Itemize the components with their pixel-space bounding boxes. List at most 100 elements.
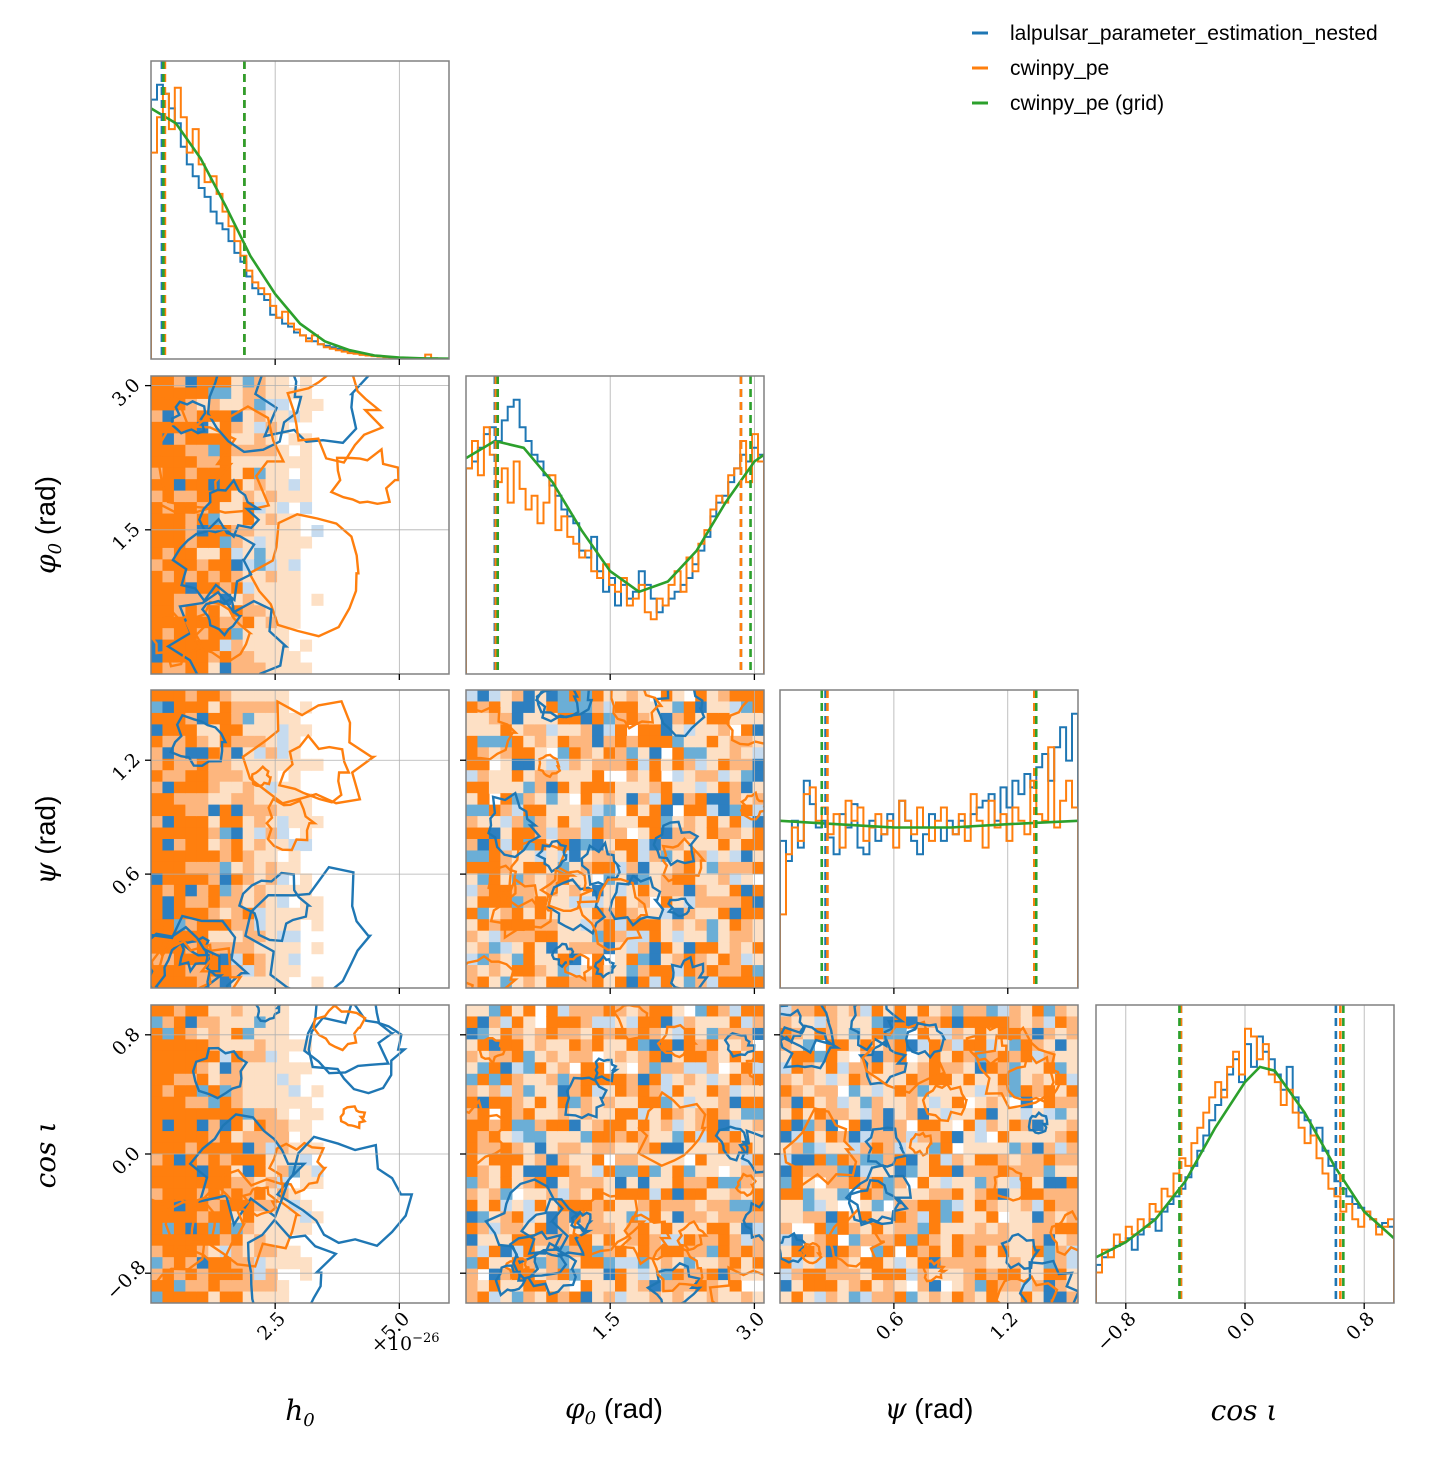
- density-cell: [929, 1188, 942, 1201]
- density-cell: [466, 1234, 479, 1247]
- density-cell: [162, 536, 175, 549]
- density-cell: [1020, 1131, 1033, 1144]
- density-cell: [511, 1119, 524, 1132]
- density-cell: [615, 701, 628, 714]
- density-cell: [883, 1142, 896, 1155]
- density-cell: [173, 456, 186, 469]
- density-cell: [963, 1291, 976, 1303]
- density-cell: [488, 690, 501, 703]
- density-cell: [277, 976, 290, 988]
- density-cell: [963, 1142, 976, 1155]
- density-cell: [814, 1234, 827, 1247]
- density-cell: [242, 942, 255, 955]
- density-cell: [311, 816, 324, 829]
- density-cell: [300, 467, 313, 480]
- density-cell: [791, 1199, 804, 1212]
- density-cell: [466, 1211, 479, 1224]
- density-cell: [580, 976, 593, 988]
- density-cell: [706, 1027, 719, 1040]
- density-cell: [208, 907, 221, 920]
- density-cell: [569, 1176, 582, 1189]
- density-cell: [974, 1245, 987, 1258]
- density-cell: [511, 919, 524, 932]
- density-cell: [649, 1119, 662, 1132]
- density-cell: [883, 1280, 896, 1293]
- density-cell: [603, 804, 616, 817]
- density-cell: [1020, 1154, 1033, 1167]
- density-cell: [523, 735, 536, 748]
- density-cell: [1009, 1085, 1022, 1098]
- density-cell: [151, 976, 164, 988]
- density-cell: [231, 433, 244, 446]
- density-cell: [477, 793, 490, 806]
- density-cell: [695, 793, 708, 806]
- density-cell: [706, 1245, 719, 1258]
- density-cell: [477, 873, 490, 886]
- density-cell: [208, 1062, 221, 1075]
- density-cell: [825, 1073, 838, 1086]
- density-cell: [151, 421, 164, 434]
- density-cell: [265, 1096, 278, 1109]
- density-cell: [466, 1005, 479, 1018]
- density-cell: [151, 456, 164, 469]
- density-cell: [951, 1073, 964, 1086]
- density-cell: [718, 1005, 731, 1018]
- density-cell: [151, 712, 164, 725]
- density-cell: [940, 1245, 953, 1258]
- density-cell: [860, 1291, 873, 1303]
- density-cell: [196, 735, 209, 748]
- density-cell: [718, 827, 731, 840]
- density-cell: [741, 850, 754, 863]
- density-cell: [511, 1005, 524, 1018]
- density-cell: [311, 1085, 324, 1098]
- density-cell: [569, 1039, 582, 1052]
- contour-line: [576, 877, 649, 952]
- density-cell: [1055, 1234, 1068, 1247]
- density-cell: [871, 1131, 884, 1144]
- density-cell: [500, 701, 513, 714]
- density-cell: [265, 479, 278, 492]
- density-cell: [277, 804, 290, 817]
- density-cell: [231, 1096, 244, 1109]
- density-cell: [254, 1188, 267, 1201]
- density-cell: [883, 1154, 896, 1167]
- density-cell: [173, 1096, 186, 1109]
- density-cell: [741, 1291, 754, 1303]
- contour-line: [849, 1005, 906, 1052]
- density-cell: [1032, 1005, 1045, 1018]
- density-cell: [741, 839, 754, 852]
- density-cell: [580, 1119, 593, 1132]
- density-cell: [242, 1222, 255, 1235]
- contour-line: [973, 1025, 1056, 1110]
- density-cell: [649, 1176, 662, 1189]
- density-cell: [151, 1027, 164, 1040]
- density-cell: [695, 1176, 708, 1189]
- density-cell: [974, 1016, 987, 1029]
- density-cell: [288, 816, 301, 829]
- density-cell: [603, 793, 616, 806]
- density-cell: [741, 1257, 754, 1270]
- density-cell: [837, 1039, 850, 1052]
- density-cell: [1066, 1234, 1078, 1247]
- density-cell: [242, 1268, 255, 1281]
- density-cell: [488, 1199, 501, 1212]
- density-cell: [208, 536, 221, 549]
- density-cell: [162, 1005, 175, 1018]
- density-cell: [219, 513, 232, 526]
- density-cell: [649, 1050, 662, 1063]
- density-cell: [883, 1234, 896, 1247]
- density-cell: [917, 1199, 930, 1212]
- density-cell: [603, 712, 616, 725]
- density-cell: [626, 747, 639, 760]
- density-cell: [488, 1062, 501, 1075]
- density-cell: [242, 850, 255, 863]
- density-cell: [277, 953, 290, 966]
- density-cell: [265, 1050, 278, 1063]
- density-cell: [265, 850, 278, 863]
- density-cell: [752, 965, 764, 978]
- density-cell: [894, 1108, 907, 1121]
- density-cell: [523, 1108, 536, 1121]
- contour-line: [537, 753, 562, 779]
- density-cell: [300, 724, 313, 737]
- density-cell: [615, 816, 628, 829]
